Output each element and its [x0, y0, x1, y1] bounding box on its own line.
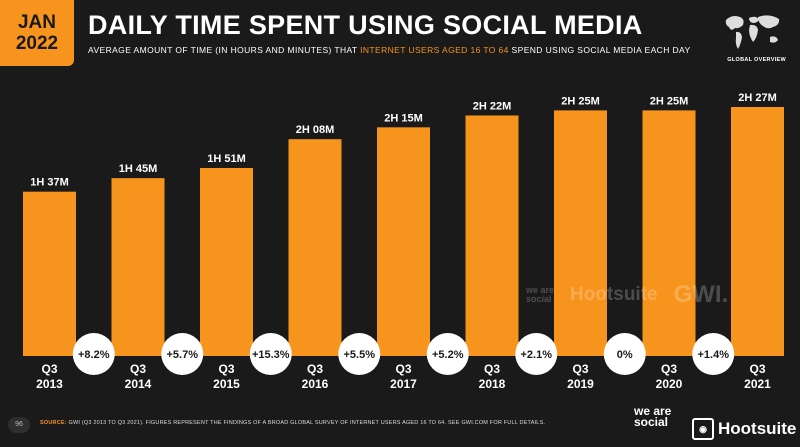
watermark-gwi: GWI. — [673, 281, 729, 308]
tick-label-quarter: Q3 — [395, 362, 411, 376]
change-bubble — [426, 333, 469, 375]
tick-label-quarter: Q3 — [130, 362, 146, 376]
footer: 96 SOURCE: GWI (Q3 2013 TO Q3 2021). FIG… — [0, 404, 800, 447]
tick-label-year: 2020 — [656, 377, 683, 391]
change-bubble — [603, 333, 646, 375]
data-label: 2H 22M — [473, 100, 512, 112]
source-label: SOURCE: — [40, 420, 67, 426]
change-bubble — [161, 333, 204, 375]
change-bubble — [72, 333, 115, 375]
hootsuite-wordmark: Hootsuite — [718, 419, 797, 438]
tick-label-year: 2014 — [125, 377, 152, 391]
date-month: JAN — [17, 12, 56, 33]
data-label: 2H 27M — [738, 92, 777, 104]
tick-label-year: 2018 — [479, 377, 506, 391]
source-note: SOURCE: GWI (Q3 2013 TO Q3 2021). FIGURE… — [40, 420, 545, 426]
we-are-social-logo: we are social — [634, 404, 672, 429]
date-badge: JAN 2022 — [0, 0, 74, 66]
chart-title: DAILY TIME SPENT USING SOCIAL MEDIA — [88, 10, 643, 40]
change-bubble — [249, 333, 292, 375]
change-label: +15.3% — [252, 349, 290, 361]
tick-label-year: 2017 — [390, 377, 417, 391]
bar — [465, 115, 519, 356]
data-label: 2H 08M — [296, 124, 335, 136]
tick-label-year: 2016 — [302, 377, 329, 391]
tick-label-year: 2019 — [567, 377, 594, 391]
bar — [642, 110, 696, 356]
tick-label-quarter: Q3 — [41, 362, 57, 376]
owl-icon: ◉ — [692, 418, 714, 440]
source-text: GWI (Q3 2013 TO Q3 2021). FIGURES REPRES… — [68, 420, 546, 426]
bar — [288, 139, 342, 356]
tick-label-quarter: Q3 — [307, 362, 323, 376]
bar — [731, 107, 784, 356]
bar — [111, 178, 165, 356]
global-overview-label: GLOBAL OVERVIEW — [727, 57, 786, 63]
tick-label-quarter: Q3 — [218, 362, 234, 376]
data-label: 2H 25M — [650, 95, 689, 107]
data-label: 2H 25M — [561, 95, 600, 107]
tick-label-quarter: Q3 — [749, 362, 765, 376]
data-label: 1H 51M — [207, 153, 246, 165]
bar — [554, 110, 607, 356]
tick-label-year: 2021 — [744, 377, 771, 391]
watermark-we-are-social: we are social — [526, 285, 555, 304]
data-label: 2H 15M — [384, 112, 423, 124]
change-label: +5.5% — [344, 349, 376, 361]
change-label: 0% — [617, 349, 633, 361]
data-label: 1H 45M — [119, 163, 158, 175]
bar — [377, 127, 430, 356]
change-bubble — [515, 333, 558, 375]
watermark-hootsuite: Hootsuite — [570, 284, 658, 305]
subtitle-highlight: INTERNET USERS AGED 16 TO 64 — [360, 45, 509, 55]
chart-subtitle: AVERAGE AMOUNT OF TIME (IN HOURS AND MIN… — [88, 45, 691, 55]
data-label: 1H 37M — [30, 177, 69, 189]
change-label: +2.1% — [521, 349, 553, 361]
subtitle-part: SPEND USING SOCIAL MEDIA EACH DAY — [508, 45, 691, 55]
tick-label-quarter: Q3 — [484, 362, 500, 376]
bar — [23, 191, 76, 356]
tick-label-year: 2013 — [36, 377, 63, 391]
change-bubble — [338, 333, 381, 375]
tick-label-quarter: Q3 — [661, 362, 677, 376]
tick-label-year: 2015 — [213, 377, 240, 391]
date-year: 2022 — [15, 33, 59, 54]
tick-label-quarter: Q3 — [572, 362, 588, 376]
hootsuite-logo: ◉ Hootsuite — [692, 418, 796, 440]
change-bubble — [692, 333, 735, 375]
page-number: 96 — [8, 417, 30, 433]
world-map-icon — [725, 15, 780, 49]
subtitle-part: AVERAGE AMOUNT OF TIME (IN HOURS AND MIN… — [88, 45, 361, 55]
change-label: +5.7% — [167, 349, 199, 361]
watermark: we are social Hootsuite GWI. — [526, 278, 766, 312]
change-label: +8.2% — [78, 349, 110, 361]
change-label: +1.4% — [698, 349, 730, 361]
bar — [200, 167, 253, 356]
change-label: +5.2% — [432, 349, 464, 361]
